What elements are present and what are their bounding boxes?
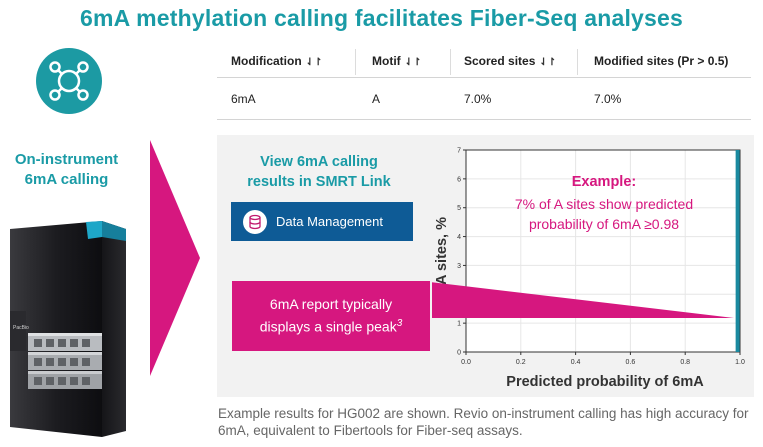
y-tick-label: 1 — [457, 321, 461, 328]
x-tick-label: 0.0 — [461, 359, 471, 366]
x-axis-label: Predicted probability of 6mA — [506, 374, 704, 390]
sort-icon[interactable]: ⇃↾ — [305, 57, 323, 68]
y-axis-label: A sites, % — [434, 217, 450, 285]
probability-histogram: 0.00.20.40.60.81.001234567Predicted prob… — [430, 142, 750, 395]
view-heading-line1: View 6mA calling — [260, 154, 378, 170]
y-tick-label: 0 — [457, 350, 461, 357]
column-header-modification[interactable]: Modification ⇃↾ — [231, 54, 323, 68]
table-row[interactable]: 6mA A 7.0% 7.0% — [217, 78, 751, 120]
left-label-line2: 6mA calling — [24, 171, 109, 188]
annotation-line2: probability of 6mA ≥0.98 — [529, 216, 679, 232]
x-tick-label: 0.8 — [680, 359, 690, 366]
column-header-scored-sites[interactable]: Scored sites ⇃↾ — [464, 54, 557, 68]
view-results-heading: View 6mA calling results in SMRT Link — [227, 152, 411, 192]
caption-text: Example results for HG002 are shown. Rev… — [218, 406, 749, 438]
on-instrument-label: On-instrument 6mA calling — [0, 150, 133, 190]
column-divider — [577, 49, 578, 75]
plot-frame — [465, 149, 741, 353]
x-tick-label: 0.2 — [516, 359, 526, 366]
callout-line1: 6mA report typically — [269, 296, 393, 312]
x-tick-label: 0.4 — [571, 359, 581, 366]
molecule-network-icon — [36, 48, 102, 114]
table-header: Modification ⇃↾ Motif ⇃↾ Scored sites ⇃↾ Mo… — [217, 45, 751, 78]
slide-title: 6mA methylation calling facilitates Fibe… — [79, 5, 684, 31]
y-tick-label: 6 — [457, 176, 461, 183]
single-peak-callout: 6mA report typically displays a single p… — [232, 281, 430, 351]
column-divider — [355, 49, 356, 75]
left-label-line1: On-instrument — [14, 151, 119, 168]
cell-motif: A — [372, 92, 381, 106]
database-icon — [243, 209, 267, 234]
bar-6ma-peak — [735, 150, 740, 352]
modification-table: Modification ⇃↾ Motif ⇃↾ Scored sites ⇃↾ Mo… — [217, 45, 751, 120]
y-tick-label: 5 — [457, 205, 461, 212]
data-management-button[interactable]: Data Management — [231, 202, 413, 241]
y-tick-label: 7 — [457, 148, 461, 155]
cell-modification: 6mA — [231, 92, 256, 106]
cell-scored-sites: 7.0% — [464, 92, 492, 106]
column-header-modified-sites[interactable]: Modified sites (Pr > 0.5) — [594, 54, 729, 68]
x-tick-label: 1.0 — [735, 359, 745, 366]
callout-pointer — [430, 282, 734, 318]
sort-icon[interactable]: ⇃↾ — [539, 57, 557, 68]
plot-area — [466, 150, 740, 352]
footnote-ref: 3 — [396, 318, 403, 329]
view-heading-line2: results in SMRT Link — [247, 174, 391, 190]
column-divider — [450, 49, 451, 75]
annotation-title: Example: — [572, 174, 636, 190]
x-tick-label: 0.6 — [626, 359, 636, 366]
cell-modified-sites: 7.0% — [594, 92, 622, 106]
y-tick-label: 4 — [457, 234, 461, 241]
flow-arrow — [150, 140, 202, 385]
sort-icon[interactable]: ⇃↾ — [404, 57, 422, 68]
callout-line2: displays a single peak3 — [259, 318, 403, 335]
annotation-line1: 7% of A sites show predicted — [515, 196, 693, 212]
sequencer-instrument-image: PacBio — [6, 215, 151, 440]
y-tick-label: 3 — [457, 263, 461, 270]
instrument-brand: PacBio — [13, 325, 29, 331]
data-management-label: Data Management — [276, 214, 383, 229]
column-header-motif[interactable]: Motif ⇃↾ — [372, 54, 422, 68]
